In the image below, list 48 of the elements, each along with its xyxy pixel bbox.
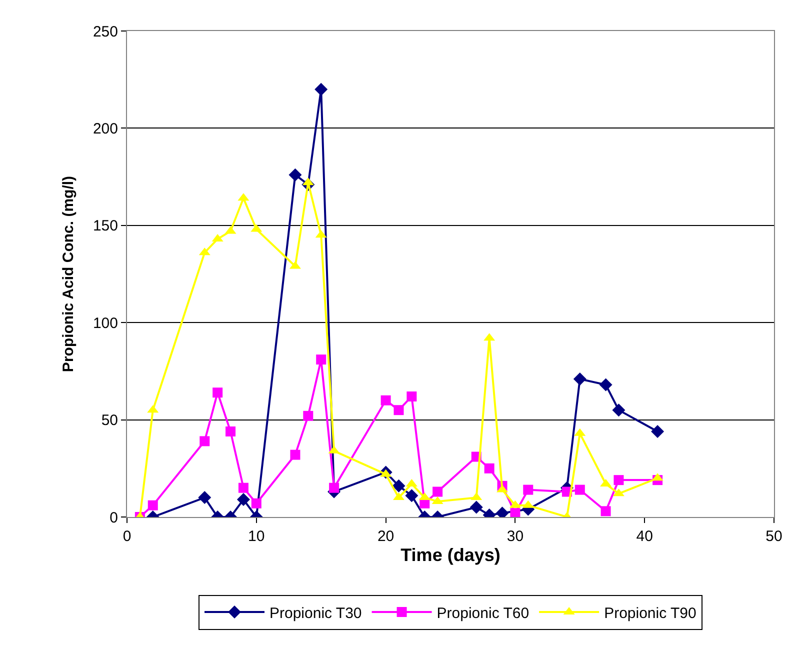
point [288, 168, 302, 182]
point [212, 388, 223, 398]
point [574, 484, 585, 495]
point [612, 404, 626, 417]
point [523, 484, 534, 495]
legend-label: Propionic T90 [604, 604, 696, 622]
y-axis-title: Propionic Acid Conc. (mg/l) [60, 176, 78, 372]
x-tick-label: 50 [766, 528, 782, 545]
x-tick-label: 40 [636, 528, 653, 545]
point [251, 498, 262, 508]
x-tick-label: 10 [248, 528, 265, 545]
point [238, 482, 248, 493]
legend-label: Propionic T60 [436, 604, 530, 622]
point [316, 354, 326, 365]
point [432, 486, 443, 497]
point [200, 436, 210, 446]
point [484, 463, 494, 474]
point [303, 410, 314, 421]
point [329, 482, 340, 493]
y-tick-label: 0 [110, 509, 118, 526]
x-tick-label: 30 [506, 528, 524, 545]
point [614, 475, 624, 486]
y-tick-label: 50 [101, 412, 118, 430]
point [394, 405, 404, 416]
point [510, 508, 520, 517]
point [651, 424, 664, 438]
y-tick-label: 200 [92, 120, 118, 138]
x-tick-label: 20 [377, 528, 394, 545]
point [470, 500, 483, 514]
y-tick-label: 250 [92, 23, 118, 40]
x-axis-title: Time (days) [400, 545, 500, 566]
point [236, 493, 250, 506]
legend-label: Propionic T30 [270, 604, 362, 622]
point [599, 378, 612, 392]
y-tick-label: 150 [92, 218, 118, 235]
point [226, 426, 236, 436]
point [573, 372, 586, 386]
point [600, 506, 611, 516]
point [198, 491, 212, 504]
point [290, 450, 300, 460]
point [405, 489, 418, 502]
point [406, 391, 417, 402]
x-tick-label: 0 [122, 528, 132, 545]
point [148, 500, 158, 510]
point [380, 395, 391, 406]
point [392, 479, 406, 492]
y-tick-label: 100 [92, 314, 118, 332]
point [314, 82, 328, 96]
